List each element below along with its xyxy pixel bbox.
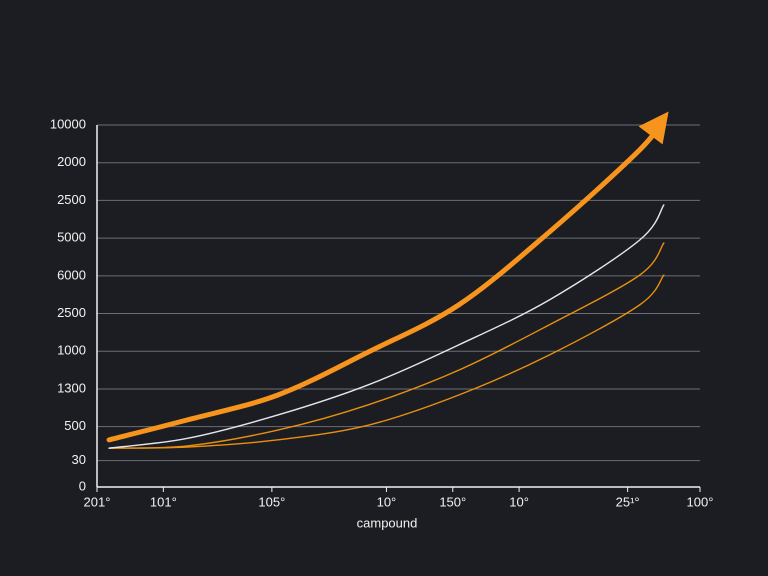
- series-line: [108, 242, 665, 449]
- x-tick-label: 100°: [687, 494, 714, 509]
- y-tick-label: 1000: [57, 343, 86, 358]
- x-axis-label: campound: [357, 515, 418, 530]
- series-line: [106, 115, 667, 443]
- y-tick-label: 10000: [50, 116, 86, 131]
- y-tick-label: 2500: [57, 305, 86, 320]
- x-tick-label: 101°: [150, 494, 177, 509]
- arrowhead: [638, 111, 669, 145]
- x-tick-label: 105°: [258, 494, 285, 509]
- y-tick-label: 6000: [57, 267, 86, 282]
- y-tick-label: 500: [64, 418, 86, 433]
- y-tick-label: 2500: [57, 192, 86, 207]
- series-line: [108, 274, 665, 449]
- x-tick-label: 10°: [377, 494, 397, 509]
- y-tick-label: 0: [79, 478, 86, 493]
- y-tick-label: 30: [72, 452, 86, 467]
- y-tick-label: 5000: [57, 230, 86, 245]
- y-tick-label: 1300: [57, 380, 86, 395]
- x-tick-label: 150°: [439, 494, 466, 509]
- x-tick-label: 10°: [509, 494, 529, 509]
- x-tick-label: 25¹°: [616, 494, 640, 509]
- x-tick-label: 201°: [84, 494, 111, 509]
- y-tick-label: 2000: [57, 154, 86, 169]
- series-line: [108, 204, 665, 449]
